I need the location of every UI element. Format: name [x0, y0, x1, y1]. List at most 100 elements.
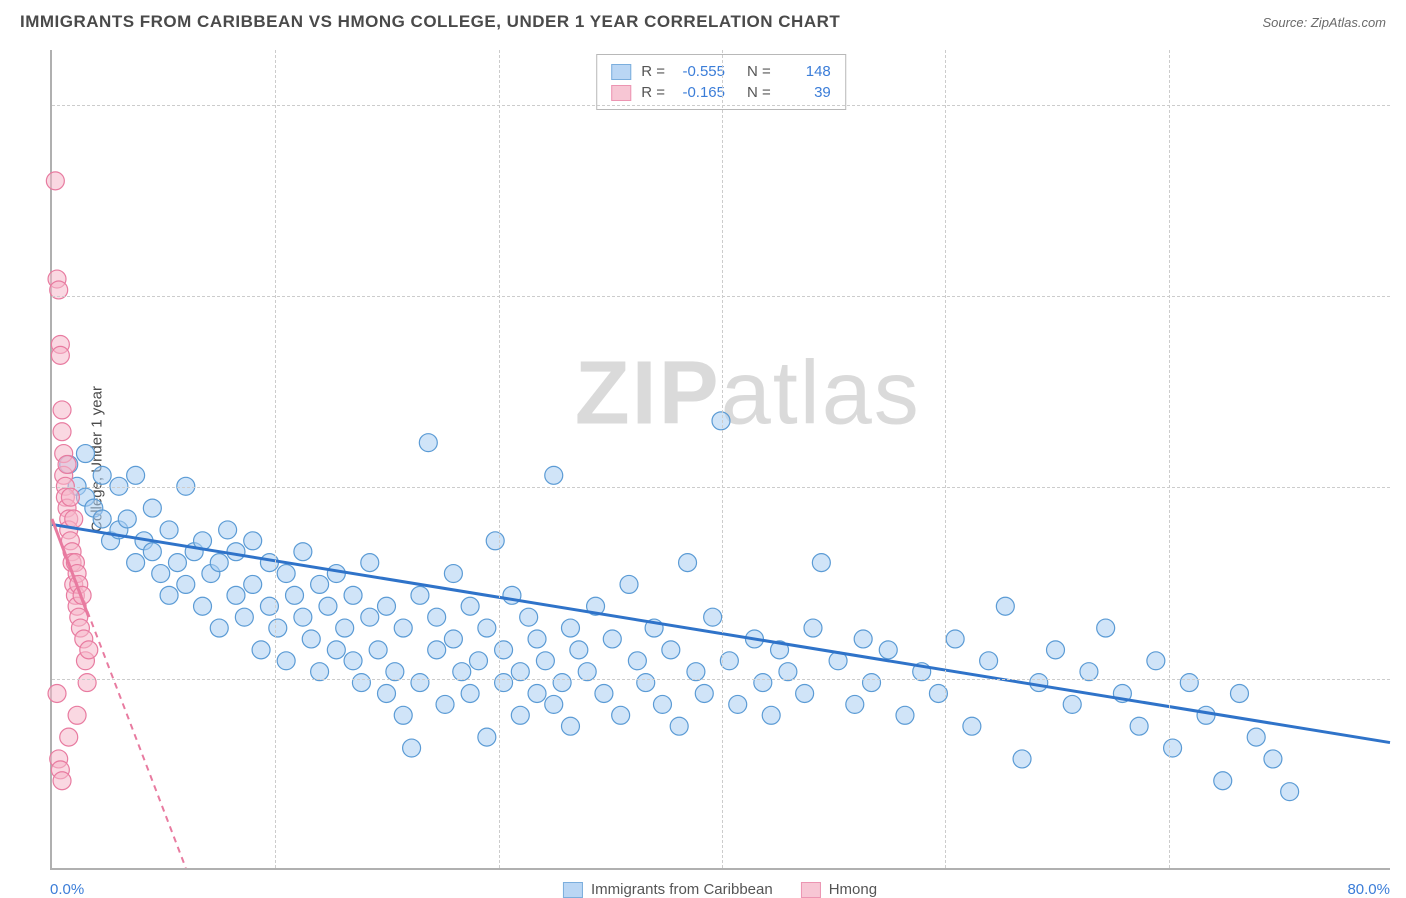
- scatter-point: [378, 597, 396, 615]
- scatter-point: [545, 466, 563, 484]
- scatter-point: [1013, 750, 1031, 768]
- scatter-point: [46, 172, 64, 190]
- scatter-point: [78, 674, 96, 692]
- scatter-point: [127, 466, 145, 484]
- scatter-point: [695, 685, 713, 703]
- scatter-point: [470, 652, 488, 670]
- scatter-point: [327, 565, 345, 583]
- legend-r-value: -0.555: [675, 63, 725, 80]
- scatter-point: [219, 521, 237, 539]
- scatter-point: [980, 652, 998, 670]
- scatter-point: [403, 739, 421, 757]
- gridline-vertical: [722, 50, 723, 868]
- scatter-point: [168, 554, 186, 572]
- scatter-point: [80, 641, 98, 659]
- scatter-point: [311, 575, 329, 593]
- x-tick-label: 80.0%: [1347, 881, 1390, 898]
- scatter-point: [486, 532, 504, 550]
- legend-n-label: N =: [747, 63, 771, 80]
- scatter-point: [444, 630, 462, 648]
- scatter-point: [637, 674, 655, 692]
- legend-swatch: [563, 882, 583, 898]
- scatter-point: [277, 565, 295, 583]
- scatter-point: [53, 423, 71, 441]
- scatter-point: [461, 597, 479, 615]
- scatter-point: [536, 652, 554, 670]
- scatter-point: [436, 695, 454, 713]
- scatter-point: [68, 706, 86, 724]
- scatter-point: [53, 401, 71, 419]
- scatter-point: [277, 652, 295, 670]
- gridline-vertical: [499, 50, 500, 868]
- scatter-point: [528, 685, 546, 703]
- legend-stats-box: R =-0.555N =148R =-0.165N =39: [596, 54, 846, 110]
- scatter-point: [854, 630, 872, 648]
- scatter-point: [227, 586, 245, 604]
- scatter-point: [143, 543, 161, 561]
- scatter-point: [65, 510, 83, 528]
- gridline-vertical: [1169, 50, 1170, 868]
- scatter-point: [444, 565, 462, 583]
- scatter-point: [670, 717, 688, 735]
- scatter-point: [352, 674, 370, 692]
- regression-line: [52, 524, 1390, 742]
- scatter-point: [252, 641, 270, 659]
- scatter-point: [495, 674, 513, 692]
- scatter-point: [1180, 674, 1198, 692]
- scatter-point: [620, 575, 638, 593]
- scatter-point: [294, 543, 312, 561]
- scatter-point: [570, 641, 588, 659]
- scatter-point: [51, 346, 69, 364]
- scatter-point: [1281, 783, 1299, 801]
- scatter-point: [394, 706, 412, 724]
- scatter-point: [996, 597, 1014, 615]
- scatter-point: [227, 543, 245, 561]
- scatter-point: [461, 685, 479, 703]
- scatter-point: [93, 466, 111, 484]
- scatter-point: [118, 510, 136, 528]
- legend-r-label: R =: [641, 84, 665, 101]
- legend-n-value: 39: [781, 84, 831, 101]
- scatter-point: [394, 619, 412, 637]
- legend-bottom: Immigrants from CaribbeanHmong: [563, 881, 877, 898]
- scatter-point: [1047, 641, 1065, 659]
- gridline-horizontal: [52, 105, 1390, 106]
- scatter-point: [177, 575, 195, 593]
- scatter-point: [545, 695, 563, 713]
- scatter-point: [628, 652, 646, 670]
- scatter-point: [595, 685, 613, 703]
- scatter-point: [1214, 772, 1232, 790]
- gridline-horizontal: [52, 679, 1390, 680]
- scatter-point: [127, 554, 145, 572]
- legend-stats-row: R =-0.555N =148: [611, 61, 831, 82]
- scatter-point: [302, 630, 320, 648]
- chart-source: Source: ZipAtlas.com: [1262, 15, 1386, 30]
- scatter-point: [210, 619, 228, 637]
- scatter-point: [553, 674, 571, 692]
- scatter-point: [428, 641, 446, 659]
- scatter-point: [361, 608, 379, 626]
- gridline-horizontal: [52, 487, 1390, 488]
- legend-n-value: 148: [781, 63, 831, 80]
- plot-area: College, Under 1 year ZIPatlas R =-0.555…: [50, 50, 1390, 870]
- scatter-point: [177, 477, 195, 495]
- scatter-point: [754, 674, 772, 692]
- scatter-point: [863, 674, 881, 692]
- scatter-point: [411, 674, 429, 692]
- scatter-point: [511, 706, 529, 724]
- scatter-point: [812, 554, 830, 572]
- scatter-point: [194, 597, 212, 615]
- scatter-point: [428, 608, 446, 626]
- scatter-point: [963, 717, 981, 735]
- scatter-point: [478, 619, 496, 637]
- scatter-point: [1063, 695, 1081, 713]
- scatter-point: [60, 728, 78, 746]
- scatter-point: [804, 619, 822, 637]
- scatter-point: [48, 685, 66, 703]
- gridline-vertical: [945, 50, 946, 868]
- scatter-point: [210, 554, 228, 572]
- legend-n-label: N =: [747, 84, 771, 101]
- scatter-point: [53, 772, 71, 790]
- scatter-point: [61, 488, 79, 506]
- scatter-point: [796, 685, 814, 703]
